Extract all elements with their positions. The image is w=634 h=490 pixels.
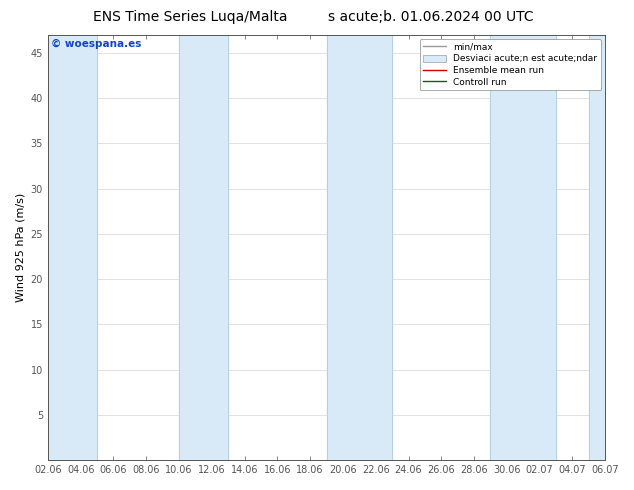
Text: s acute;b. 01.06.2024 00 UTC: s acute;b. 01.06.2024 00 UTC <box>328 10 534 24</box>
Bar <box>327 35 392 460</box>
Text: ENS Time Series Luqa/Malta: ENS Time Series Luqa/Malta <box>93 10 287 24</box>
Bar <box>179 35 228 460</box>
Bar <box>48 35 97 460</box>
Bar <box>589 35 621 460</box>
Y-axis label: Wind 925 hPa (m/s): Wind 925 hPa (m/s) <box>15 193 25 302</box>
Legend: min/max, Desviaci acute;n est acute;ndar, Ensemble mean run, Controll run: min/max, Desviaci acute;n est acute;ndar… <box>420 39 600 91</box>
Text: © woespana.es: © woespana.es <box>51 39 141 49</box>
Bar <box>491 35 556 460</box>
